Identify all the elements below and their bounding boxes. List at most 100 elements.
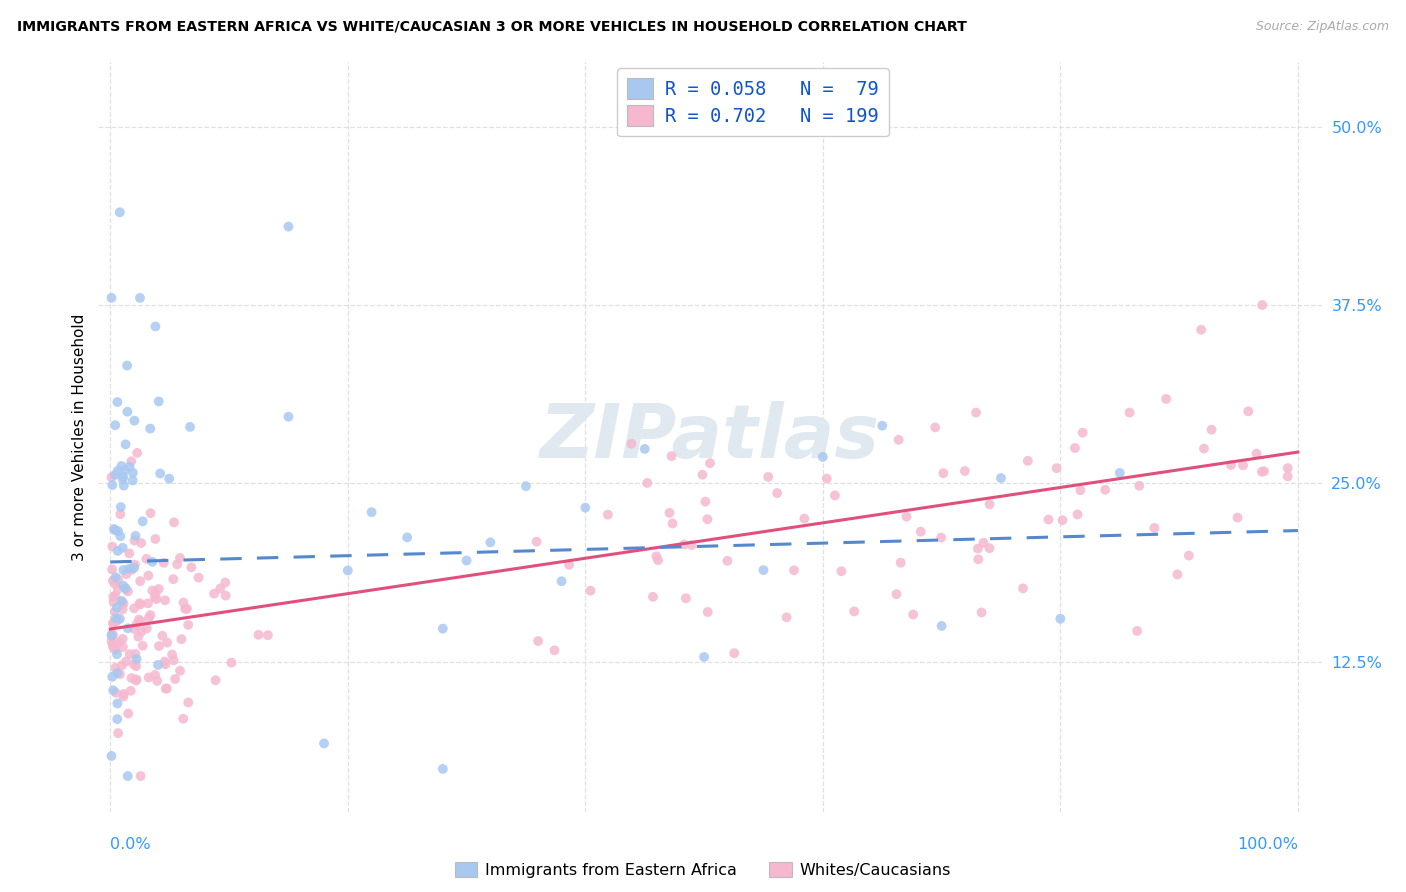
Point [432,762,454,776]
Point [174,601,197,615]
Point [647,553,669,567]
Point [277,409,299,424]
Point [117,584,139,599]
Point [558,558,581,572]
Point [111,632,134,646]
Point [104,611,127,625]
Point [901,607,924,622]
Point [579,583,602,598]
Legend: R = 0.058   N =  79, R = 0.702   N = 199: R = 0.058 N = 79, R = 0.702 N = 199 [617,68,889,136]
Point [121,671,143,685]
Text: ZIPatlas: ZIPatlas [540,401,880,474]
Point [100,749,122,764]
Point [148,582,170,596]
Point [129,769,152,783]
Point [131,514,153,528]
Point [312,736,335,750]
Point [1154,392,1177,406]
Point [165,672,187,686]
Point [107,582,129,596]
Point [1143,521,1166,535]
Point [661,449,683,463]
Point [156,681,179,696]
Point [107,395,129,409]
Point [277,219,299,234]
Point [396,530,419,544]
Point [673,537,696,551]
Point [103,522,125,536]
Point [543,643,565,657]
Point [783,563,806,577]
Point [170,632,193,647]
Point [336,564,359,578]
Point [146,657,169,672]
Text: 0.0%: 0.0% [110,838,150,853]
Point [979,541,1001,556]
Point [695,494,717,508]
Point [202,587,225,601]
Point [574,500,596,515]
Point [924,420,946,434]
Point [127,630,149,644]
Point [870,418,893,433]
Point [456,553,478,567]
Point [117,706,139,721]
Point [953,464,976,478]
Point [103,595,125,609]
Point [111,595,134,609]
Point [129,291,152,305]
Point [114,437,136,451]
Point [104,418,127,433]
Point [1012,582,1035,596]
Point [221,656,243,670]
Point [157,472,180,486]
Point [103,590,125,604]
Point [101,478,124,492]
Point [112,690,135,704]
Point [114,582,136,597]
Point [1038,512,1060,526]
Point [100,634,122,648]
Point [111,640,134,654]
Point [114,582,136,596]
Point [118,546,141,560]
Point [153,593,176,607]
Point [101,638,124,652]
Point [115,654,138,668]
Point [973,536,995,550]
Point [1128,479,1150,493]
Point [105,712,128,726]
Point [965,406,987,420]
Point [108,205,131,219]
Point [716,554,738,568]
Point [125,652,148,666]
Point [111,541,134,555]
Point [910,524,932,539]
Point [128,596,150,610]
Point [124,558,146,572]
Point [887,433,910,447]
Point [432,622,454,636]
Point [815,472,838,486]
Point [696,605,718,619]
Text: IMMIGRANTS FROM EASTERN AFRICA VS WHITE/CAUCASIAN 3 OR MORE VEHICLES IN HOUSEHOL: IMMIGRANTS FROM EASTERN AFRICA VS WHITE/… [17,20,967,34]
Point [103,640,125,655]
Point [636,475,658,490]
Point [129,598,152,612]
Point [122,466,145,480]
Point [1189,323,1212,337]
Point [990,471,1012,485]
Point [1049,612,1071,626]
Point [111,594,134,608]
Point [204,673,226,688]
Legend: Immigrants from Eastern Africa, Whites/Caucasians: Immigrants from Eastern Africa, Whites/C… [449,855,957,884]
Point [634,442,657,456]
Point [128,613,150,627]
Point [929,531,952,545]
Point [100,470,122,484]
Point [1232,458,1254,473]
Point [257,628,280,642]
Point [1246,447,1268,461]
Point [1064,441,1087,455]
Point [141,555,163,569]
